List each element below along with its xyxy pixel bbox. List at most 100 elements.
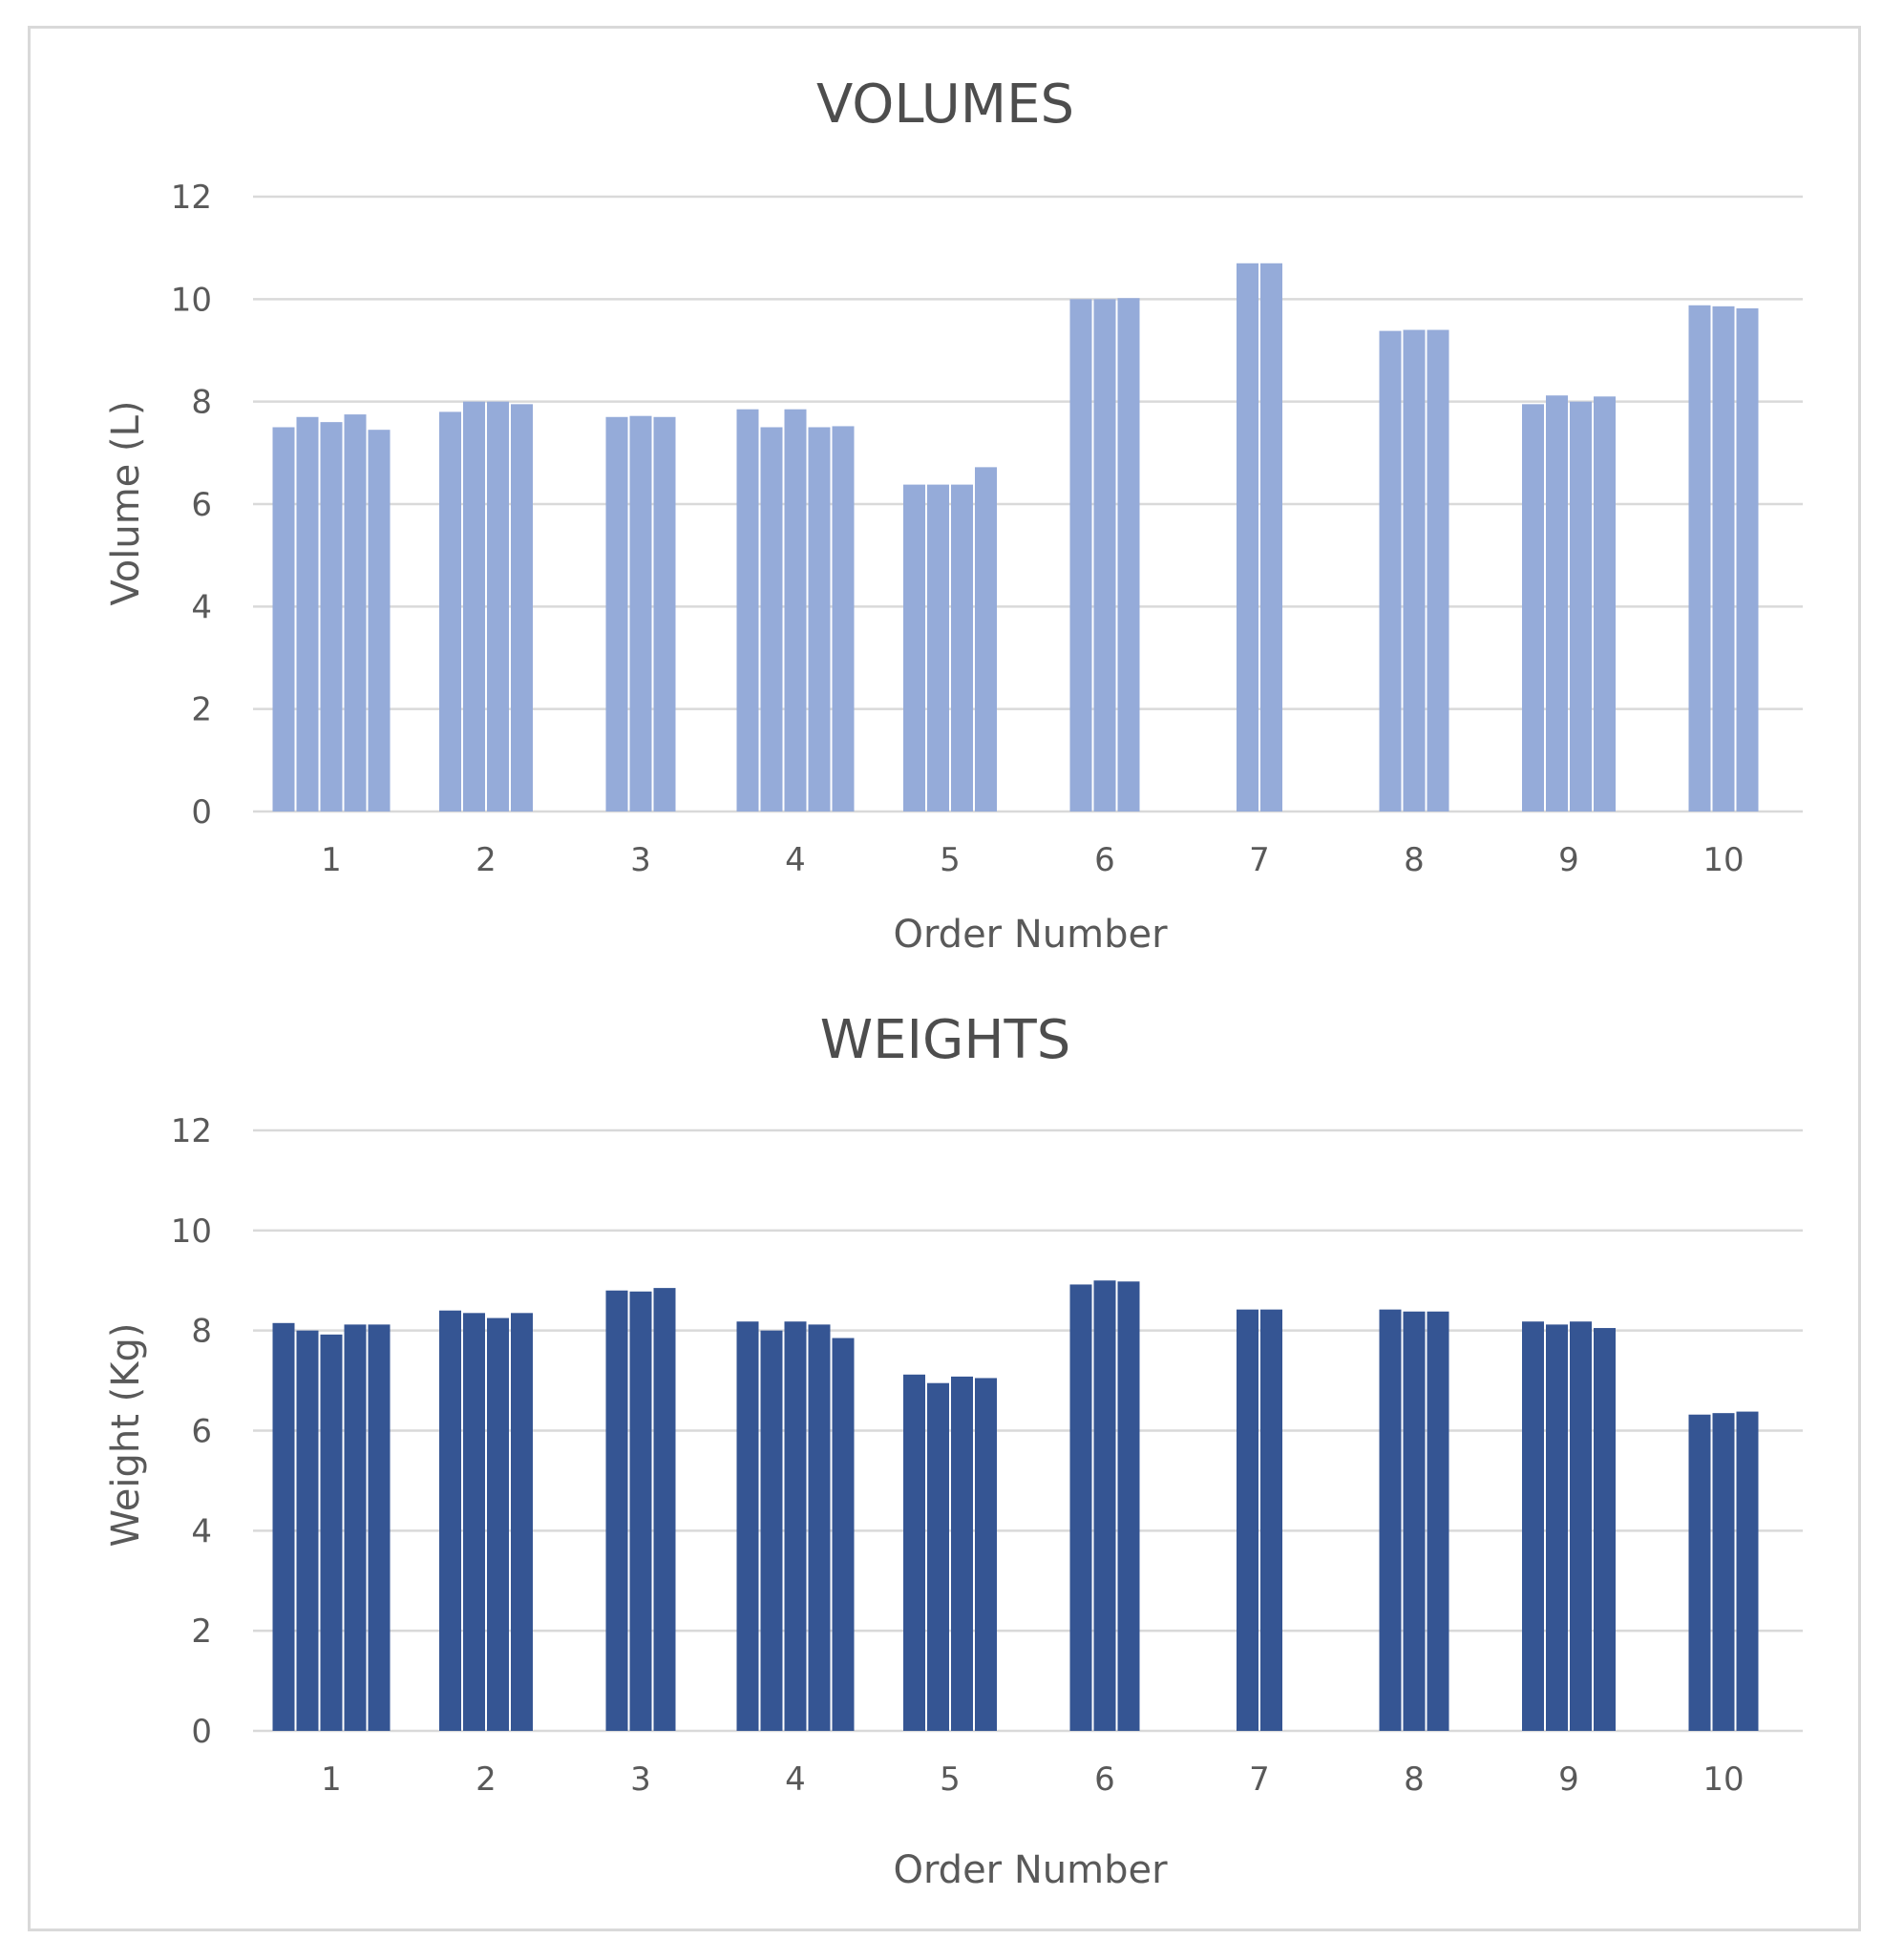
y-tick-label: 12 — [171, 1112, 212, 1150]
bar-order-2-item-1 — [439, 1310, 461, 1731]
bar-order-5-item-4 — [975, 467, 997, 811]
x-tick-label: 4 — [785, 841, 806, 879]
y-axis-title: Volume (L) — [104, 401, 148, 606]
bar-order-10-item-3 — [1736, 307, 1759, 811]
bar-order-7-item-2 — [1260, 1309, 1282, 1731]
chart-title: VOLUMES — [816, 74, 1074, 136]
bar-order-4-item-3 — [784, 409, 807, 811]
bar-order-5-item-1 — [903, 1374, 925, 1731]
x-tick-label: 5 — [940, 841, 961, 879]
bar-order-10-item-2 — [1712, 306, 1735, 811]
bar-order-6-item-3 — [1117, 1281, 1140, 1731]
bar-order-2-item-4 — [511, 404, 533, 811]
bar-order-1-item-4 — [344, 414, 367, 811]
x-tick-label: 4 — [785, 1760, 806, 1799]
bar-order-4-item-3 — [784, 1321, 807, 1731]
bar-order-4-item-4 — [808, 427, 831, 811]
bar-order-1-item-5 — [368, 430, 391, 811]
bar-order-6-item-1 — [1069, 1284, 1092, 1731]
bar-order-10-item-2 — [1712, 1413, 1735, 1731]
y-tick-label: 0 — [191, 1713, 212, 1751]
bar-order-4-item-1 — [736, 1321, 759, 1731]
x-axis-title: Order Number — [893, 913, 1168, 957]
bar-order-2-item-3 — [487, 1317, 509, 1731]
y-tick-label: 8 — [191, 1313, 212, 1351]
bar-order-10-item-1 — [1688, 1414, 1711, 1731]
y-tick-label: 8 — [191, 384, 212, 422]
bar-order-2-item-4 — [511, 1313, 533, 1731]
bar-order-8-item-3 — [1427, 329, 1449, 811]
bar-order-1-item-5 — [368, 1324, 391, 1731]
bar-order-9-item-1 — [1522, 1321, 1544, 1731]
x-tick-label: 1 — [321, 841, 342, 879]
bar-order-4-item-2 — [760, 427, 783, 811]
bar-order-3-item-3 — [653, 416, 676, 811]
y-axis-title: Weight (Kg) — [104, 1323, 148, 1548]
bar-order-1-item-4 — [344, 1324, 367, 1731]
bar-order-1-item-1 — [272, 1322, 295, 1731]
x-tick-label: 7 — [1249, 841, 1270, 879]
bar-order-5-item-3 — [951, 1376, 973, 1731]
bar-order-2-item-3 — [487, 401, 509, 811]
y-axis-ticks: 0 2 4 6 8 10 12 — [171, 1112, 212, 1751]
volumes-chart: VOLUMES 0 2 4 6 8 10 12 1 2 3 4 5 6 7 8 … — [104, 74, 1803, 957]
bar-order-1-item-2 — [296, 1330, 319, 1731]
bar-order-8-item-2 — [1403, 1311, 1426, 1731]
y-tick-label: 10 — [171, 281, 212, 319]
bar-order-7-item-1 — [1237, 1309, 1258, 1731]
bar-order-2-item-1 — [439, 411, 461, 811]
bar-order-3-item-1 — [605, 416, 628, 811]
bar-order-1-item-2 — [296, 416, 319, 811]
y-tick-label: 0 — [191, 793, 212, 832]
bar-order-8-item-1 — [1379, 330, 1402, 811]
y-tick-label: 2 — [191, 1612, 212, 1651]
bar-order-5-item-2 — [927, 484, 949, 811]
bar-order-9-item-4 — [1594, 1328, 1616, 1731]
x-tick-label: 9 — [1558, 1760, 1579, 1799]
x-tick-label: 1 — [321, 1760, 342, 1799]
chart-title: WEIGHTS — [820, 1009, 1071, 1071]
x-tick-label: 6 — [1094, 1760, 1115, 1799]
bar-order-3-item-2 — [629, 415, 652, 811]
bar-order-8-item-1 — [1379, 1309, 1402, 1731]
bar-series — [272, 1280, 1759, 1731]
bar-order-4-item-2 — [760, 1330, 783, 1731]
bar-order-6-item-2 — [1093, 1280, 1116, 1731]
y-tick-label: 4 — [191, 588, 212, 626]
bar-order-5-item-2 — [927, 1382, 949, 1731]
y-tick-label: 6 — [191, 486, 212, 524]
bar-order-5-item-4 — [975, 1378, 997, 1731]
bar-order-9-item-2 — [1546, 1324, 1568, 1731]
bar-order-9-item-4 — [1594, 396, 1616, 811]
bar-series — [272, 263, 1759, 812]
x-tick-label: 7 — [1249, 1760, 1270, 1799]
bar-order-1-item-3 — [320, 422, 343, 811]
bar-order-6-item-2 — [1093, 299, 1116, 811]
x-tick-label: 9 — [1558, 841, 1579, 879]
x-tick-label: 8 — [1404, 1760, 1425, 1799]
bar-order-6-item-1 — [1069, 299, 1092, 811]
x-axis-ticks: 1 2 3 4 5 6 7 8 9 10 — [321, 1760, 1744, 1799]
x-tick-label: 3 — [630, 1760, 651, 1799]
bar-order-1-item-3 — [320, 1334, 343, 1731]
x-tick-label: 2 — [476, 1760, 497, 1799]
bar-order-3-item-2 — [629, 1291, 652, 1731]
y-axis-ticks: 0 2 4 6 8 10 12 — [171, 179, 212, 832]
x-tick-label: 6 — [1094, 841, 1115, 879]
y-tick-label: 2 — [191, 691, 212, 729]
bar-order-5-item-3 — [951, 484, 973, 811]
bar-order-4-item-4 — [808, 1324, 831, 1731]
y-tick-label: 6 — [191, 1413, 212, 1451]
bar-order-5-item-1 — [903, 484, 925, 811]
y-tick-label: 4 — [191, 1512, 212, 1550]
bar-order-6-item-3 — [1117, 298, 1140, 811]
bar-order-9-item-3 — [1570, 1321, 1592, 1731]
bar-order-9-item-3 — [1570, 401, 1592, 811]
bar-order-2-item-2 — [463, 1313, 485, 1731]
bar-order-3-item-3 — [653, 1288, 676, 1731]
weights-chart: WEIGHTS 0 2 4 6 8 10 12 1 2 3 4 5 6 7 8 … — [104, 1009, 1803, 1892]
bar-order-7-item-2 — [1260, 263, 1282, 811]
x-tick-label: 10 — [1702, 1760, 1744, 1799]
x-tick-label: 3 — [630, 841, 651, 879]
